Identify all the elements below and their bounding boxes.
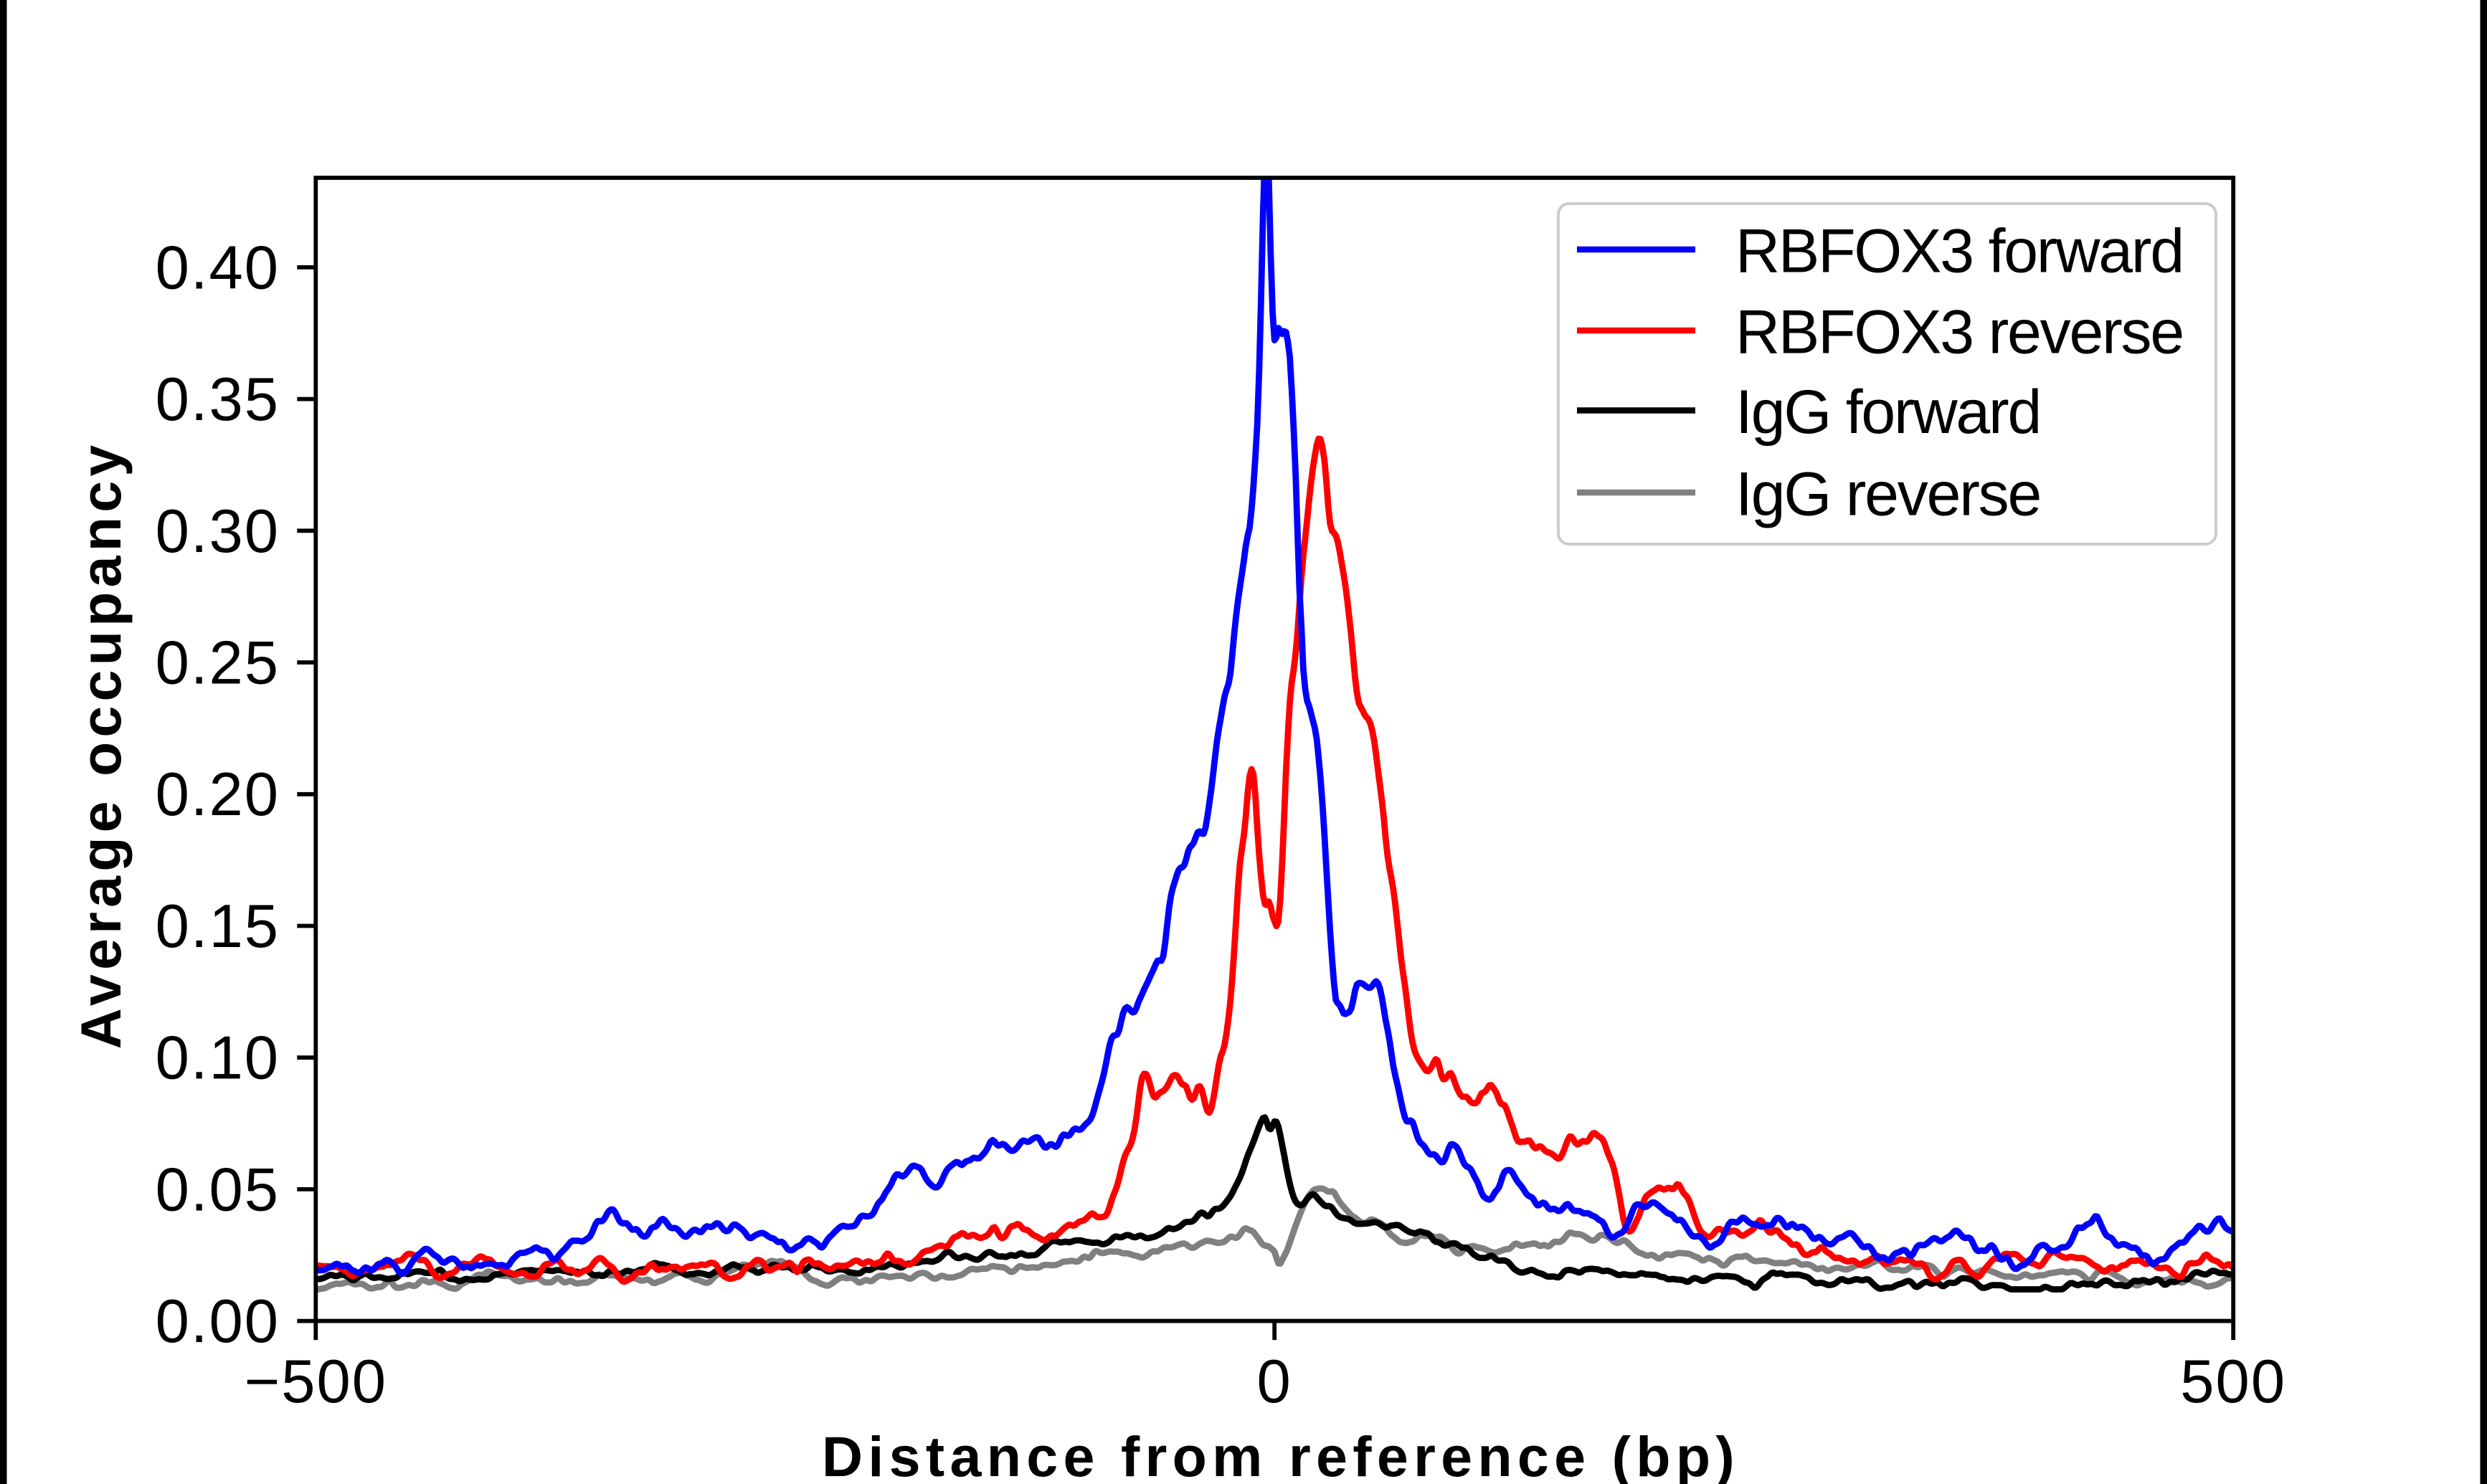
svg-text:Distance from reference (bp): Distance from reference (bp): [822, 1424, 1740, 1484]
svg-text:0.00: 0.00: [156, 1288, 280, 1356]
svg-text:0.40: 0.40: [156, 234, 280, 302]
svg-text:0.35: 0.35: [156, 366, 280, 434]
svg-text:Average occupancy: Average occupancy: [69, 441, 133, 1050]
svg-text:−500: −500: [245, 1348, 387, 1416]
svg-text:RBFOX3 reverse: RBFOX3 reverse: [1735, 298, 2183, 367]
svg-text:0.05: 0.05: [156, 1156, 280, 1224]
svg-text:IgG reverse: IgG reverse: [1735, 460, 2040, 529]
svg-text:0.10: 0.10: [156, 1024, 280, 1093]
svg-text:0.25: 0.25: [156, 629, 280, 698]
svg-text:0.30: 0.30: [156, 498, 280, 566]
svg-text:0: 0: [1257, 1348, 1292, 1416]
svg-text:RBFOX3 forward: RBFOX3 forward: [1735, 217, 2183, 286]
svg-text:0.15: 0.15: [156, 893, 280, 961]
svg-text:0.20: 0.20: [156, 761, 280, 829]
svg-text:IgG forward: IgG forward: [1735, 378, 2040, 447]
svg-text:500: 500: [2180, 1348, 2286, 1416]
